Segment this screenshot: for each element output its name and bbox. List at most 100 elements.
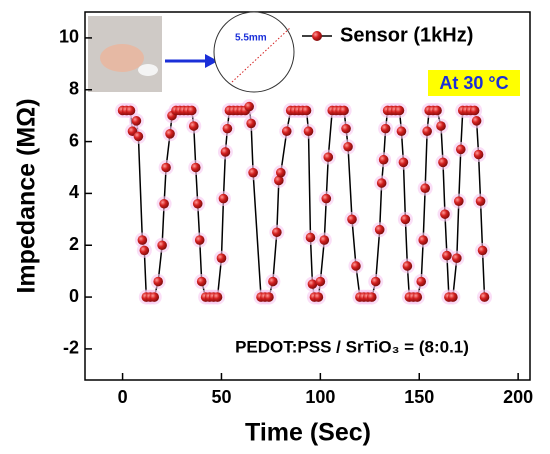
- x-tick-label: 150: [404, 387, 434, 407]
- marker: [133, 131, 144, 142]
- marker: [366, 292, 377, 302]
- marker: [475, 196, 486, 206]
- marker: [161, 162, 171, 173]
- marker: [196, 276, 207, 287]
- marker: [218, 193, 229, 204]
- marker: [307, 279, 318, 289]
- marker: [471, 116, 482, 126]
- marker: [351, 261, 361, 271]
- marker: [301, 105, 312, 116]
- y-tick-label: 10: [59, 27, 79, 47]
- marker: [477, 245, 488, 256]
- marker: [454, 196, 464, 206]
- inset-sensor: [138, 64, 158, 76]
- x-tick-label: 100: [305, 387, 335, 407]
- x-axis-label: Time (Sec): [245, 419, 371, 447]
- marker: [378, 154, 389, 165]
- marker: [438, 157, 448, 168]
- marker: [165, 129, 175, 139]
- marker: [244, 101, 254, 112]
- marker: [188, 121, 199, 131]
- y-tick-label: -2: [63, 338, 79, 358]
- marker: [159, 198, 169, 209]
- marker: [455, 144, 466, 155]
- marker: [339, 105, 349, 116]
- marker: [187, 105, 197, 116]
- marker: [137, 235, 148, 245]
- marker: [442, 250, 452, 261]
- inset-label: 5.5mm: [235, 33, 267, 44]
- marker: [321, 193, 332, 204]
- x-tick-label: 200: [503, 387, 533, 407]
- marker: [440, 209, 450, 219]
- marker: [452, 253, 462, 263]
- marker: [149, 292, 160, 302]
- marker: [190, 162, 201, 173]
- marker: [370, 276, 381, 287]
- marker: [416, 276, 427, 287]
- marker: [131, 116, 142, 126]
- marker: [396, 126, 407, 137]
- annotation-box: [428, 70, 520, 96]
- marker: [216, 253, 227, 263]
- marker: [432, 105, 442, 116]
- plot-frame: [84, 11, 531, 381]
- x-tick-label: 0: [118, 387, 128, 407]
- marker: [422, 126, 432, 137]
- marker: [248, 167, 258, 178]
- marker: [341, 123, 351, 134]
- y-tick-label: 8: [69, 78, 79, 98]
- marker: [153, 276, 163, 287]
- marker: [347, 214, 357, 225]
- marker: [374, 224, 385, 235]
- inset-diameter: [231, 27, 291, 83]
- x-tick-label: 50: [211, 387, 231, 407]
- marker: [402, 261, 413, 271]
- marker: [274, 175, 284, 186]
- marker: [420, 183, 430, 194]
- annotation: At 30 °C: [439, 73, 508, 93]
- marker: [139, 245, 150, 256]
- marker: [194, 235, 205, 245]
- marker: [220, 147, 231, 157]
- marker: [400, 214, 411, 225]
- marker: [281, 126, 292, 137]
- marker: [272, 227, 282, 238]
- legend-marker: [312, 31, 322, 41]
- marker: [479, 292, 490, 302]
- marker: [398, 157, 409, 168]
- marker: [473, 149, 484, 160]
- marker: [412, 292, 423, 302]
- marker: [319, 235, 330, 245]
- marker: [125, 105, 136, 116]
- marker: [268, 276, 278, 287]
- marker: [418, 235, 429, 245]
- marker: [264, 292, 274, 302]
- annotation: PEDOT:PSS / SrTiO₃ = (8:0.1): [235, 337, 469, 356]
- marker: [469, 105, 480, 116]
- marker: [315, 276, 326, 287]
- inset-arrowhead: [205, 54, 218, 68]
- inset: 5.5mm: [88, 11, 295, 93]
- marker: [376, 178, 387, 188]
- y-axis-label: Impedance (MΩ): [13, 98, 41, 293]
- legend-label: Sensor (1kHz): [340, 24, 473, 46]
- inset-finger: [100, 44, 144, 72]
- marker: [394, 105, 405, 116]
- marker: [436, 121, 446, 131]
- marker: [222, 123, 233, 134]
- inset-circle: [213, 11, 295, 93]
- y-tick-label: 6: [69, 130, 79, 150]
- marker: [380, 123, 391, 134]
- y-tick-label: 0: [69, 286, 79, 306]
- marker: [313, 292, 324, 302]
- y-tick-label: 2: [69, 234, 79, 254]
- marker: [276, 167, 286, 178]
- marker: [246, 118, 256, 129]
- marker: [303, 126, 314, 137]
- marker: [343, 141, 353, 152]
- marker: [305, 232, 316, 243]
- marker: [157, 240, 167, 251]
- marker: [212, 292, 223, 302]
